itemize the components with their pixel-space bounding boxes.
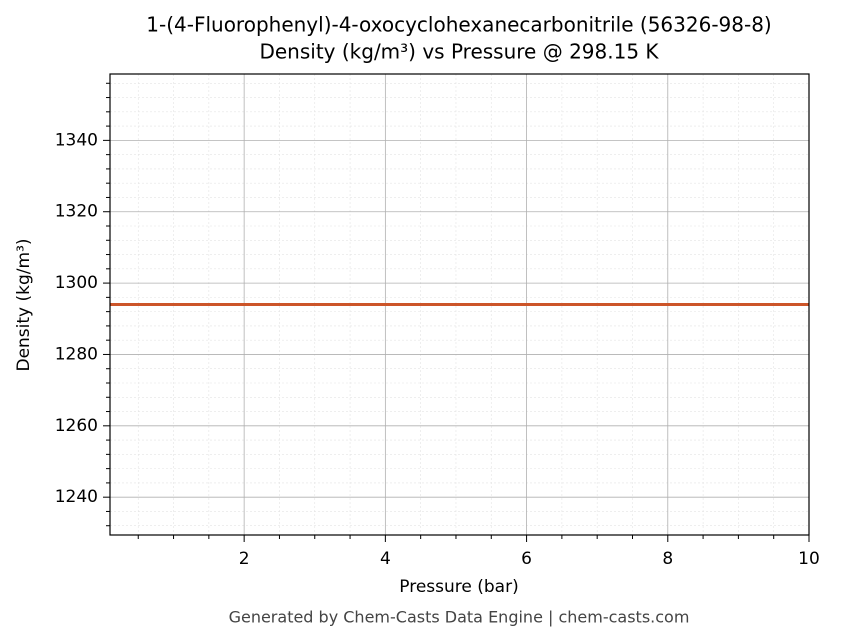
x-tick-label: 2	[239, 549, 250, 569]
y-tick-label: 1300	[55, 273, 98, 293]
y-axis-label: Density (kg/m³)	[14, 238, 34, 371]
x-tick-label: 8	[662, 549, 673, 569]
chart-subtitle: Density (kg/m³) vs Pressure @ 298.15 K	[259, 40, 659, 64]
x-tick-label: 10	[798, 549, 820, 569]
y-tick-label: 1340	[55, 130, 98, 150]
chart-title: 1-(4-Fluorophenyl)-4-oxocyclohexanecarbo…	[146, 13, 771, 37]
y-tick-label: 1260	[55, 416, 98, 436]
plot-frame	[109, 73, 810, 536]
y-tick-label: 1240	[55, 487, 98, 507]
y-tick-label: 1280	[55, 344, 98, 364]
x-tick-label: 4	[380, 549, 391, 569]
x-tick-label: 6	[521, 549, 532, 569]
x-axis-label: Pressure (bar)	[399, 577, 518, 597]
y-tick-label: 1320	[55, 202, 98, 222]
footer: Generated by Chem-Casts Data Engine | ch…	[229, 608, 690, 627]
